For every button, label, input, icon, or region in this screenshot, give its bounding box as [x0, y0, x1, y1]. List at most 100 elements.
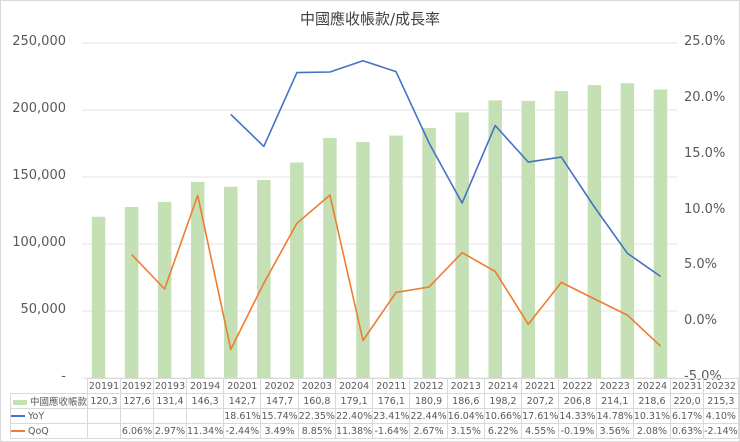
table-row: 中國應收帳款 120,3 127,6 131,4 146,3 142,7 147,7 160,…: [9, 393, 739, 409]
category-label: 20192: [120, 378, 155, 394]
category-label: 20194: [186, 378, 225, 394]
category-label: 20213: [446, 378, 485, 394]
table-cell: 11.34%: [186, 423, 225, 439]
line-series-qoq: [131, 194, 662, 351]
chart-title: 中國應收帳款/成長率: [299, 10, 441, 28]
category-label: 20201: [223, 378, 262, 394]
table-header-row: 20191 20192 20193 20194 20201 20202 20203 20204…: [10, 378, 739, 394]
table-cell: 17.61%: [521, 408, 560, 424]
table-cell: 3.56%: [595, 423, 634, 439]
table-cell: 0.63%: [670, 423, 705, 439]
legend-entry: QoQ: [9, 423, 89, 439]
legend-line-swatch-icon: [11, 430, 25, 432]
bar: [587, 85, 602, 379]
category-label: 20221: [521, 378, 560, 394]
table-cell: -2.14%: [703, 423, 739, 439]
table-cell: 160,8: [297, 393, 336, 409]
table-row: QoQ 6.06% 2.97% 11.34% -2.44% 3.49% 8.85% 11.38…: [9, 423, 739, 439]
right-axis-tick: 0.0%: [684, 313, 718, 329]
category-label: 20203: [297, 378, 336, 394]
table-cell: -1.64%: [372, 423, 411, 439]
legend-line-swatch-icon: [11, 415, 25, 417]
bar: [323, 138, 337, 378]
table-cell: 2.08%: [632, 423, 672, 439]
table-cell: 176,1: [372, 393, 411, 409]
table-cell: 179,1: [334, 393, 374, 409]
category-label: 20223: [595, 378, 634, 394]
table-cell: 23.41%: [372, 408, 411, 424]
table-cell: 10.31%: [632, 408, 672, 424]
bar: [290, 162, 304, 378]
bar: [488, 100, 502, 379]
table-cell: 3.49%: [260, 423, 299, 439]
table-cell: 8.85%: [297, 423, 336, 439]
category-label: 20212: [409, 378, 448, 394]
right-axis-tick: 20.0%: [684, 89, 726, 105]
category-label: 20232: [703, 378, 739, 394]
left-axis-tick: 200,000: [12, 101, 66, 116]
table-cell: 147,7: [260, 393, 299, 409]
table-cell: 2.67%: [409, 423, 448, 439]
category-label: 20224: [632, 378, 672, 394]
table-cell: 198,2: [483, 393, 523, 409]
category-label: 20222: [558, 378, 597, 394]
bar: [455, 112, 469, 379]
table-cell: 14.78%: [595, 408, 634, 424]
legend-bar-swatch-icon: [13, 400, 27, 405]
legend-entry: 中國應收帳款: [9, 393, 89, 409]
bar: [257, 180, 271, 378]
legend-label: 中國應收帳款: [30, 397, 88, 408]
table-cell: [120, 408, 155, 424]
table-cell: 22.35%: [297, 408, 336, 424]
table-cell: 22.44%: [409, 408, 448, 424]
line-series-yoy: [230, 59, 661, 278]
table-cell: 120,3: [87, 393, 122, 409]
left-axis-tick: 100,000: [12, 235, 66, 250]
table-cell: 127,6: [120, 393, 155, 409]
left-axis-tick: 150,000: [12, 168, 66, 183]
table-cell: 10.66%: [483, 408, 523, 424]
table-cell: 206,8: [558, 393, 597, 409]
left-axis-tick: 250,000: [12, 34, 66, 49]
table-cell: 4.10%: [703, 408, 739, 424]
table-cell: 220,0: [670, 393, 705, 409]
table-cell: -0.19%: [558, 423, 597, 439]
table-cell: 207,2: [521, 393, 560, 409]
table-cell: 15.74%: [260, 408, 299, 424]
right-axis-tick: 5.0%: [684, 257, 718, 273]
table-cell: 180,9: [409, 393, 448, 409]
bar: [157, 201, 172, 378]
table-cell: [87, 408, 122, 424]
right-axis-tick: 15.0%: [684, 145, 726, 161]
bar: [620, 83, 635, 378]
right-axis-tick: 10.0%: [684, 201, 726, 217]
table-cell: 3.15%: [446, 423, 485, 439]
table-cell: 4.55%: [521, 423, 560, 439]
table-cell: 6.17%: [670, 408, 705, 424]
category-label: 20191: [87, 378, 122, 394]
data-table: 20191 20192 20193 20194 20201 20202 20203 20204…: [9, 378, 739, 439]
table-cell: 18.61%: [223, 408, 262, 424]
table-cell: [87, 423, 122, 439]
table-cell: 215,3: [703, 393, 739, 409]
legend-label: YoY: [28, 410, 45, 422]
table-cell: 11.38%: [334, 423, 374, 439]
category-label: 20193: [153, 378, 188, 394]
right-axis-tick: 25.0%: [684, 34, 726, 49]
table-cell: 6.06%: [120, 423, 155, 439]
bar: [190, 181, 205, 378]
table-cell: 186,6: [446, 393, 485, 409]
table-cell: 218,6: [632, 393, 672, 409]
bar: [356, 142, 370, 378]
bar: [521, 100, 535, 378]
category-label: 20211: [372, 378, 411, 394]
category-label: 20204: [334, 378, 374, 394]
category-label: 20231: [670, 378, 705, 394]
bar: [124, 207, 139, 378]
bar: [653, 89, 668, 379]
table-corner: [10, 378, 89, 394]
table-cell: 214,1: [595, 393, 634, 409]
table-cell: 6.22%: [483, 423, 523, 439]
legend-label: QoQ: [28, 425, 49, 437]
